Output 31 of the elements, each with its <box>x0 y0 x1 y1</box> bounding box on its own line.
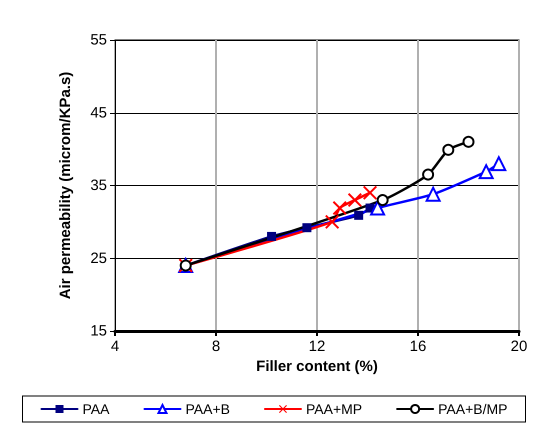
point <box>422 168 434 181</box>
y-tick-label: 45 <box>90 104 107 122</box>
point <box>302 223 312 232</box>
point <box>462 136 474 148</box>
point <box>363 186 378 200</box>
x-tick-label: 8 <box>212 338 220 355</box>
point <box>325 214 340 229</box>
x-axis-title: Filler content (%) <box>256 358 378 375</box>
point <box>332 201 347 216</box>
x-tick-label: 4 <box>110 338 120 355</box>
point <box>376 194 389 206</box>
x-tick-label: 12 <box>308 338 326 355</box>
y-tick-label: 35 <box>90 177 107 194</box>
y-tick-label: 15 <box>90 322 107 340</box>
point <box>370 200 386 216</box>
point <box>478 164 494 180</box>
x-tick-label: 16 <box>410 338 426 355</box>
y-tick-label: 55 <box>90 32 107 48</box>
legend-label: PAA+B/MP <box>438 401 508 417</box>
legend-label: PAA+MP <box>306 401 362 417</box>
point <box>348 193 362 208</box>
y-tick-label: 25 <box>90 250 107 267</box>
legend-label: PAA <box>82 401 110 417</box>
point <box>426 186 441 202</box>
point <box>354 210 364 220</box>
point <box>491 156 506 172</box>
x-tick-label: 20 <box>510 338 528 355</box>
y-axis-title: Air permeability (microm/KPa.s) <box>57 72 74 300</box>
point <box>442 144 454 156</box>
legend-label: PAA+B <box>185 401 230 417</box>
point <box>267 232 276 241</box>
